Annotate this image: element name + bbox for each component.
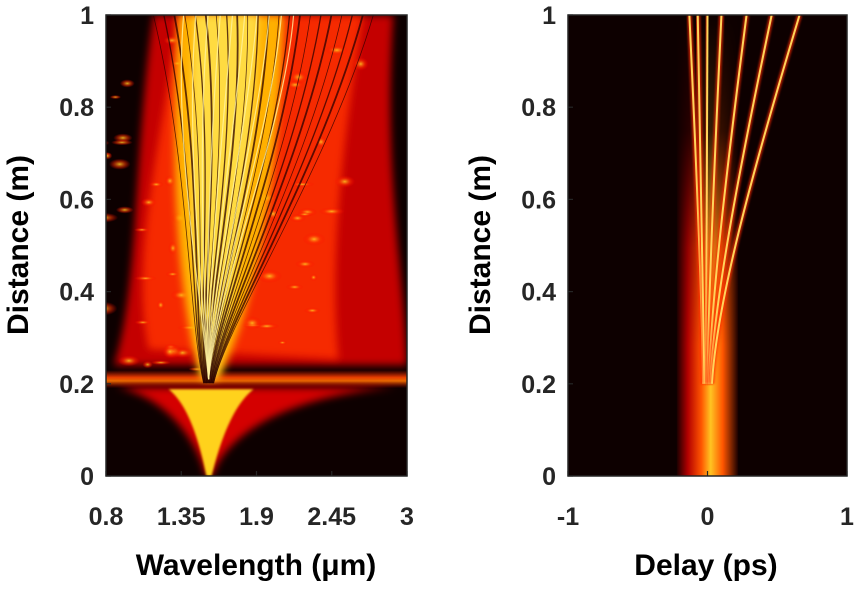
spectrum-speckle: [156, 300, 166, 311]
spectrum-speckle: [115, 206, 134, 214]
spectrum-speckle: [162, 344, 178, 359]
spectrum-input-core: [168, 389, 254, 476]
spectrum-ylabel: Distance (m): [2, 155, 35, 335]
spectrum-bright-line: [206, 15, 221, 380]
spectrum-speckle: [109, 95, 122, 100]
spectrum-speckle: [106, 140, 110, 146]
spectrum-fringe: [209, 15, 291, 384]
temporal-heatmap: [674, 15, 802, 476]
spectrum-speckle: [106, 310, 107, 313]
spectrum-speckle: [134, 275, 157, 281]
spectrum-speckle: [119, 79, 135, 88]
spectrum-speckle: [117, 355, 140, 367]
spectrum-fringe: [210, 15, 311, 384]
temporal-ytick-label: 0: [542, 463, 556, 491]
spectrum-speckle: [111, 139, 133, 146]
spectrum-ytick-label: 0.4: [59, 279, 94, 307]
spectrum-speckle: [303, 307, 321, 314]
spectrum-speckle: [302, 232, 326, 246]
spectrum-fringe: [194, 15, 207, 384]
spectrum-speckle: [148, 181, 164, 188]
spectrum-xtick-label: 0.8: [89, 503, 124, 531]
spectrum-bright-line: [207, 15, 234, 380]
spectrum-speckle: [165, 271, 180, 277]
temporal-ytick-label: 1: [542, 2, 556, 30]
spectrum-xlabel: Wavelength (μm): [136, 549, 377, 582]
spectrum-fringe: [211, 15, 343, 384]
spectrum-xtick-label: 2.45: [307, 503, 356, 531]
spectrum-speckle: [108, 158, 131, 170]
spectrum-fringe: [210, 15, 333, 384]
spectrum-speckle: [296, 211, 314, 217]
spectrum-xtick-label: 1.9: [239, 503, 274, 531]
spectrum-panel: 0.8 1.35 1.9 2.45 3 0 0.2 0.4 0.6 0.8 1 Wavelength…: [2, 2, 414, 582]
temporal-ytick-label: 0.2: [521, 371, 556, 399]
spectrum-ytick-label: 1: [80, 2, 94, 30]
spectrum-ticks: 0.8 1.35 1.9 2.45 3 0 0.2 0.4 0.6 0.8 1: [59, 2, 414, 531]
spectrum-fringe: [152, 15, 205, 384]
spectrum-fringe: [212, 15, 364, 384]
spectrum-speckle: [168, 241, 178, 255]
spectrum-ytick-label: 0.2: [59, 371, 94, 399]
spectrum-speckle: [289, 181, 315, 188]
spectrum-bright-line: [208, 15, 282, 380]
spectrum-speckle: [106, 152, 113, 160]
spectrum-heatmap: [81, 15, 407, 476]
spectrum-speckle: [163, 35, 181, 45]
spectrum-speckle: [106, 301, 118, 316]
spectrum-bright-line: [208, 15, 246, 380]
spectrum-xtick-label: 1.35: [157, 503, 206, 531]
spectrum-ytick-label: 0.6: [59, 186, 94, 214]
spectrum-speckle: [134, 227, 150, 232]
temporal-soliton: [711, 15, 801, 384]
spectrum-fission-band: [106, 370, 407, 389]
spectrum-speckle: [334, 175, 356, 188]
spectrum-speckle: [352, 57, 369, 71]
temporal-xlabel: Delay (ps): [634, 549, 777, 582]
spectrum-speckle: [134, 319, 152, 325]
temporal-panel: -1 0 100.20.40.60.81 Delay (ps) Distance (…: [464, 2, 854, 582]
temporal-ticks: -1 0 100.20.40.60.81: [521, 2, 854, 531]
spectrum-speckle: [164, 175, 176, 187]
temporal-ytick-label: 0.6: [521, 186, 556, 214]
spectrum-speckle: [325, 44, 349, 56]
spectrum-bright-line: [191, 15, 210, 380]
spectrum-speckle: [150, 360, 172, 365]
spectrum-fringe: [209, 15, 301, 384]
temporal-ytick-label: 0.4: [521, 279, 556, 307]
spectrum-fringe: [210, 15, 322, 384]
spectrum-bright-line: [201, 15, 210, 380]
spectrum-speckle: [285, 283, 304, 291]
spectrum-speckle: [142, 360, 153, 369]
spectrum-speckle: [81, 175, 95, 183]
spectrum-bright-line: [208, 15, 258, 380]
temporal-xtick-label: 0: [701, 503, 715, 531]
spectrum-speckle: [140, 197, 157, 207]
spectrum-speckle: [106, 310, 107, 312]
spectrum-bright-line: [208, 15, 295, 380]
spectrum-speckle: [277, 340, 288, 345]
spectrum-speckle: [318, 207, 345, 216]
temporal-ytick-label: 0.8: [521, 94, 556, 122]
spectrum-speckle: [242, 316, 263, 330]
spectrum-speckle: [90, 250, 99, 261]
spectrum-bright-line: [208, 15, 270, 380]
spectrum-speckle: [106, 212, 119, 223]
spectrum-speckle: [309, 273, 318, 282]
spectrum-speckle: [295, 260, 316, 269]
temporal-ylabel: Distance (m): [464, 155, 497, 335]
spectrum-fringe: [203, 15, 213, 384]
spectrum-speckle: [256, 269, 283, 283]
temporal-xtick-label: 1: [840, 503, 854, 531]
spectrum-fringe: [213, 15, 374, 384]
spectrum-ytick-label: 0.8: [59, 94, 94, 122]
spectrum-bright-line: [180, 15, 210, 380]
spectrum-fringe: [212, 15, 354, 384]
spectrum-fringe: [173, 15, 206, 384]
spectrum-xtick-label: 3: [400, 503, 414, 531]
temporal-xtick-label: -1: [557, 503, 579, 531]
spectrum-ytick-label: 0: [80, 463, 94, 491]
